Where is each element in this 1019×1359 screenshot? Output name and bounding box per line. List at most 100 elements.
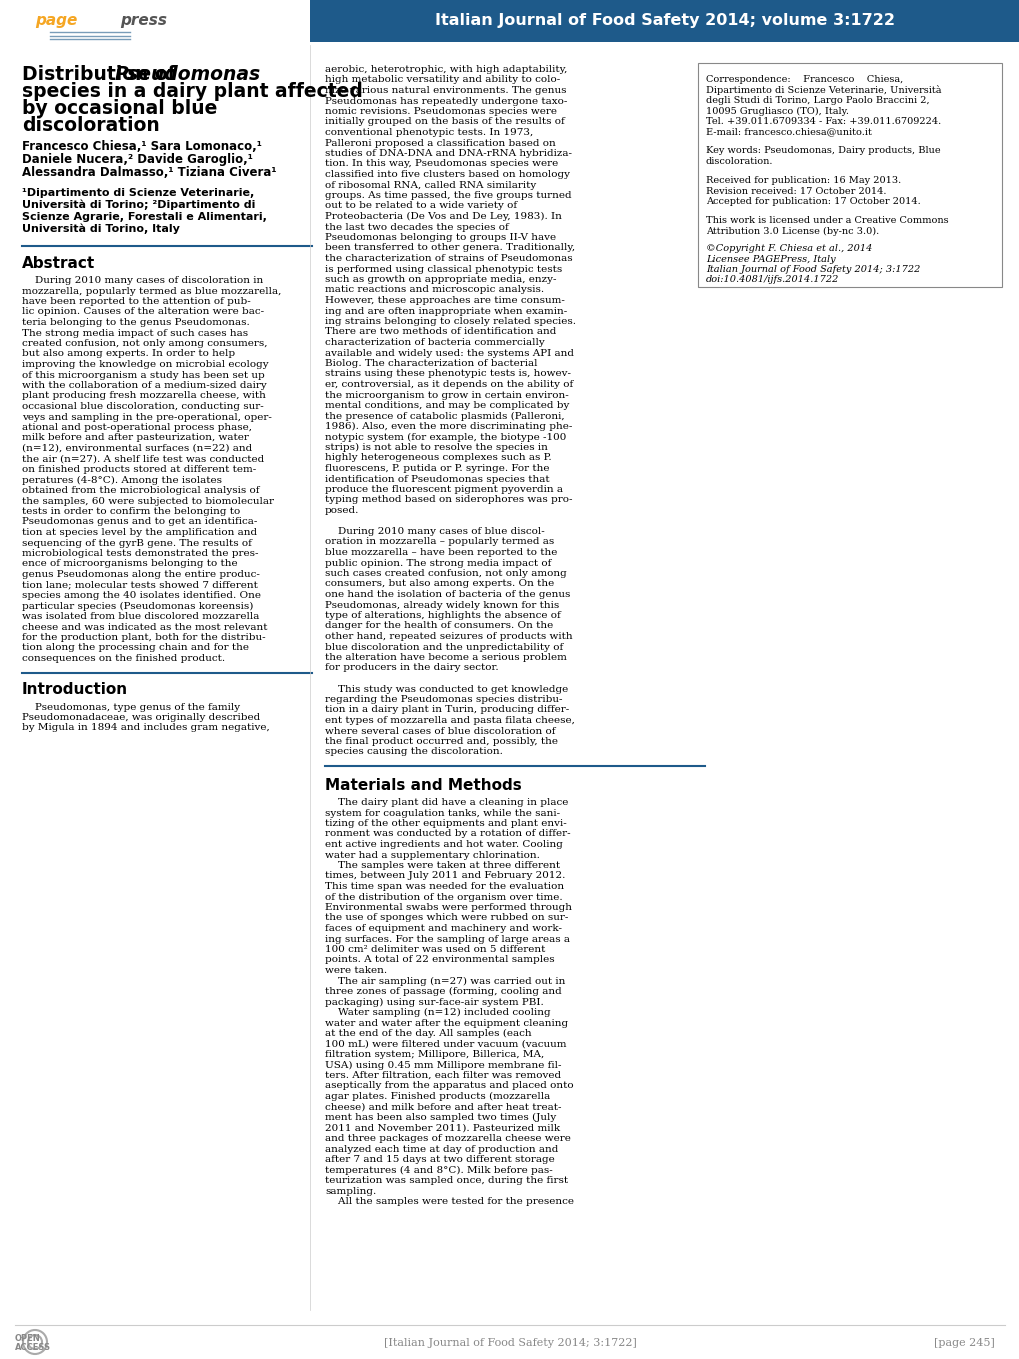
Text: sampling.: sampling. bbox=[325, 1186, 376, 1196]
Text: other hand, repeated seizures of products with: other hand, repeated seizures of product… bbox=[325, 632, 572, 641]
Text: milk before and after pasteurization, water: milk before and after pasteurization, wa… bbox=[22, 434, 249, 443]
Text: of the distribution of the organism over time.: of the distribution of the organism over… bbox=[325, 893, 562, 901]
Text: created confusion, not only among consumers,: created confusion, not only among consum… bbox=[22, 338, 267, 348]
Text: occasional blue discoloration, conducting sur-: occasional blue discoloration, conductin… bbox=[22, 402, 264, 410]
Text: E-mail: francesco.chiesa@unito.it: E-mail: francesco.chiesa@unito.it bbox=[705, 128, 871, 136]
Text: where several cases of blue discoloration of: where several cases of blue discoloratio… bbox=[325, 727, 555, 735]
Text: after 7 and 15 days at two different storage: after 7 and 15 days at two different sto… bbox=[325, 1155, 554, 1165]
Text: tion at species level by the amplification and: tion at species level by the amplificati… bbox=[22, 529, 257, 537]
Text: filtration system; Millipore, Billerica, MA,: filtration system; Millipore, Billerica,… bbox=[325, 1051, 544, 1059]
Text: 2011 and November 2011). Pasteurized milk: 2011 and November 2011). Pasteurized mil… bbox=[325, 1124, 559, 1132]
Text: teria belonging to the genus Pseudomonas.: teria belonging to the genus Pseudomonas… bbox=[22, 318, 250, 328]
Text: plant producing fresh mozzarella cheese, with: plant producing fresh mozzarella cheese,… bbox=[22, 391, 266, 401]
Text: press: press bbox=[120, 12, 167, 27]
Text: Pseudomonas genus and to get an identifica-: Pseudomonas genus and to get an identifi… bbox=[22, 518, 257, 526]
Text: consumers, but also among experts. On the: consumers, but also among experts. On th… bbox=[325, 579, 553, 588]
Text: There are two methods of identification and: There are two methods of identification … bbox=[325, 328, 555, 337]
Text: Key words: Pseudomonas, Dairy products, Blue: Key words: Pseudomonas, Dairy products, … bbox=[705, 145, 940, 155]
Text: the air (n=27). A shelf life test was conducted: the air (n=27). A shelf life test was co… bbox=[22, 454, 264, 463]
Text: ACCESS: ACCESS bbox=[15, 1343, 51, 1352]
Text: Alessandra Dalmasso,¹ Tiziana Civera¹: Alessandra Dalmasso,¹ Tiziana Civera¹ bbox=[22, 166, 276, 179]
Text: consequences on the finished product.: consequences on the finished product. bbox=[22, 654, 225, 663]
Text: packaging) using sur-face-air system PBI.: packaging) using sur-face-air system PBI… bbox=[325, 998, 543, 1007]
Text: Distribution of: Distribution of bbox=[22, 65, 182, 84]
Text: The strong media impact of such cases has: The strong media impact of such cases ha… bbox=[22, 329, 248, 337]
Text: doi:10.4081/ijfs.2014.1722: doi:10.4081/ijfs.2014.1722 bbox=[705, 276, 839, 284]
Text: out to be related to a wide variety of: out to be related to a wide variety of bbox=[325, 201, 517, 211]
Text: During 2010 many cases of blue discol-: During 2010 many cases of blue discol- bbox=[325, 527, 544, 535]
Text: species causing the discoloration.: species causing the discoloration. bbox=[325, 747, 502, 757]
Text: by occasional blue: by occasional blue bbox=[22, 99, 217, 118]
Text: such as growth on appropriate media, enzy-: such as growth on appropriate media, enz… bbox=[325, 275, 556, 284]
Text: [page 245]: [page 245] bbox=[933, 1339, 994, 1348]
Text: the presence of catabolic plasmids (Palleroni,: the presence of catabolic plasmids (Pall… bbox=[325, 412, 565, 421]
Text: Francesco Chiesa,¹ Sara Lomonaco,¹: Francesco Chiesa,¹ Sara Lomonaco,¹ bbox=[22, 140, 262, 154]
Text: the samples, 60 were subjected to biomolecular: the samples, 60 were subjected to biomol… bbox=[22, 496, 274, 506]
Text: matic reactions and microscopic analysis.: matic reactions and microscopic analysis… bbox=[325, 285, 543, 295]
Text: ¹Dipartimento di Scienze Veterinarie,: ¹Dipartimento di Scienze Veterinarie, bbox=[22, 188, 254, 198]
Text: 100 mL) were filtered under vacuum (vacuum: 100 mL) were filtered under vacuum (vacu… bbox=[325, 1040, 566, 1049]
Text: Italian Journal of Food Safety 2014; volume 3:1722: Italian Journal of Food Safety 2014; vol… bbox=[434, 14, 894, 29]
Text: The dairy plant did have a cleaning in place: The dairy plant did have a cleaning in p… bbox=[325, 798, 568, 807]
Text: Italian Journal of Food Safety 2014; 3:1722: Italian Journal of Food Safety 2014; 3:1… bbox=[705, 265, 919, 275]
Text: have been reported to the attention of pub-: have been reported to the attention of p… bbox=[22, 298, 251, 306]
Text: This work is licensed under a Creative Commons: This work is licensed under a Creative C… bbox=[705, 216, 948, 226]
Text: [Italian Journal of Food Safety 2014; 3:1722]: [Italian Journal of Food Safety 2014; 3:… bbox=[383, 1339, 636, 1348]
Text: agar plates. Finished products (mozzarella: agar plates. Finished products (mozzarel… bbox=[325, 1093, 549, 1101]
Text: ent active ingredients and hot water. Cooling: ent active ingredients and hot water. Co… bbox=[325, 840, 562, 849]
Text: nomic revisions. Pseudomonas species were: nomic revisions. Pseudomonas species wer… bbox=[325, 107, 556, 116]
Text: initially grouped on the basis of the results of: initially grouped on the basis of the re… bbox=[325, 117, 565, 126]
Text: ing and are often inappropriate when examin-: ing and are often inappropriate when exa… bbox=[325, 307, 567, 315]
Text: with the collaboration of a medium-sized dairy: with the collaboration of a medium-sized… bbox=[22, 381, 267, 390]
Text: temperatures (4 and 8°C). Milk before pas-: temperatures (4 and 8°C). Milk before pa… bbox=[325, 1166, 552, 1174]
Text: This study was conducted to get knowledge: This study was conducted to get knowledg… bbox=[325, 685, 568, 693]
FancyBboxPatch shape bbox=[697, 63, 1001, 287]
Text: of this microorganism a study has been set up: of this microorganism a study has been s… bbox=[22, 371, 265, 379]
Text: All the samples were tested for the presence: All the samples were tested for the pres… bbox=[325, 1197, 574, 1205]
Text: species in a dairy plant affected: species in a dairy plant affected bbox=[22, 82, 363, 101]
Text: ational and post-operational process phase,: ational and post-operational process pha… bbox=[22, 423, 252, 432]
Text: produce the fluorescent pigment pyoverdin a: produce the fluorescent pigment pyoverdi… bbox=[325, 485, 562, 495]
Text: strains using these phenotypic tests is, howev-: strains using these phenotypic tests is,… bbox=[325, 370, 571, 379]
Text: Revision received: 17 October 2014.: Revision received: 17 October 2014. bbox=[705, 186, 886, 196]
Text: three zones of passage (forming, cooling and: three zones of passage (forming, cooling… bbox=[325, 987, 561, 996]
Text: aerobic, heterotrophic, with high adaptability,: aerobic, heterotrophic, with high adapta… bbox=[325, 65, 567, 73]
Text: Tel. +39.011.6709334 - Fax: +39.011.6709224.: Tel. +39.011.6709334 - Fax: +39.011.6709… bbox=[705, 117, 941, 126]
Text: for producers in the dairy sector.: for producers in the dairy sector. bbox=[325, 663, 498, 673]
Text: strips) is not able to resolve the species in: strips) is not able to resolve the speci… bbox=[325, 443, 547, 453]
Text: tion lane; molecular tests showed 7 different: tion lane; molecular tests showed 7 diff… bbox=[22, 580, 258, 590]
Text: analyzed each time at day of production and: analyzed each time at day of production … bbox=[325, 1144, 557, 1154]
Text: tion in a dairy plant in Turin, producing differ-: tion in a dairy plant in Turin, producin… bbox=[325, 705, 569, 715]
Text: blue discoloration and the unpredictability of: blue discoloration and the unpredictabil… bbox=[325, 643, 562, 651]
Text: on finished products stored at different tem-: on finished products stored at different… bbox=[22, 465, 256, 474]
Text: highly heterogeneous complexes such as P.: highly heterogeneous complexes such as P… bbox=[325, 454, 551, 462]
Text: cheese) and milk before and after heat treat-: cheese) and milk before and after heat t… bbox=[325, 1102, 560, 1112]
Text: Scienze Agrarie, Forestali e Alimentari,: Scienze Agrarie, Forestali e Alimentari, bbox=[22, 212, 267, 222]
Text: degli Studi di Torino, Largo Paolo Braccini 2,: degli Studi di Torino, Largo Paolo Bracc… bbox=[705, 96, 928, 105]
Text: Pseudomonadaceae, was originally described: Pseudomonadaceae, was originally describ… bbox=[22, 713, 260, 722]
Text: Pseudomonas, already widely known for this: Pseudomonas, already widely known for th… bbox=[325, 601, 558, 609]
Text: Attribution 3.0 License (by-nc 3.0).: Attribution 3.0 License (by-nc 3.0). bbox=[705, 227, 878, 235]
Text: for the production plant, both for the distribu-: for the production plant, both for the d… bbox=[22, 633, 265, 641]
Text: by Migula in 1894 and includes gram negative,: by Migula in 1894 and includes gram nega… bbox=[22, 723, 269, 733]
Text: discoloration: discoloration bbox=[22, 116, 160, 135]
Text: This time span was needed for the evaluation: This time span was needed for the evalua… bbox=[325, 882, 564, 892]
Text: Pseudomonas belonging to groups II-V have: Pseudomonas belonging to groups II-V hav… bbox=[325, 232, 555, 242]
Text: blue mozzarella – have been reported to the: blue mozzarella – have been reported to … bbox=[325, 548, 556, 557]
Text: one hand the isolation of bacteria of the genus: one hand the isolation of bacteria of th… bbox=[325, 590, 570, 599]
Text: water had a supplementary chlorination.: water had a supplementary chlorination. bbox=[325, 851, 539, 859]
Text: mental conditions, and may be complicated by: mental conditions, and may be complicate… bbox=[325, 401, 569, 410]
Text: The air sampling (n=27) was carried out in: The air sampling (n=27) was carried out … bbox=[325, 977, 565, 985]
Text: peratures (4-8°C). Among the isolates: peratures (4-8°C). Among the isolates bbox=[22, 476, 222, 485]
Text: notypic system (for example, the biotype -100: notypic system (for example, the biotype… bbox=[325, 432, 566, 442]
Text: but also among experts. In order to help: but also among experts. In order to help bbox=[22, 349, 235, 359]
Text: ment has been also sampled two times (July: ment has been also sampled two times (Ju… bbox=[325, 1113, 555, 1123]
Text: the last two decades the species of: the last two decades the species of bbox=[325, 223, 508, 231]
Text: Accepted for publication: 17 October 2014.: Accepted for publication: 17 October 201… bbox=[705, 197, 920, 207]
Text: 100 cm² delimiter was used on 5 different: 100 cm² delimiter was used on 5 differen… bbox=[325, 945, 545, 954]
Text: the alteration have become a serious problem: the alteration have become a serious pro… bbox=[325, 654, 567, 662]
Text: characterization of bacteria commercially: characterization of bacteria commerciall… bbox=[325, 338, 544, 347]
Text: of ribosomal RNA, called RNA similarity: of ribosomal RNA, called RNA similarity bbox=[325, 181, 536, 189]
Text: aseptically from the apparatus and placed onto: aseptically from the apparatus and place… bbox=[325, 1082, 573, 1090]
Text: such cases created confusion, not only among: such cases created confusion, not only a… bbox=[325, 569, 567, 578]
